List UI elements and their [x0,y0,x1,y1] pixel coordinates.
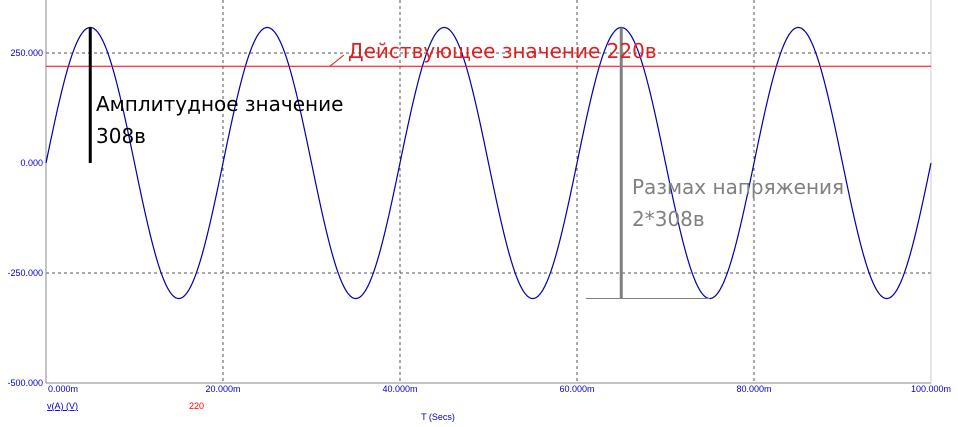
x-tick-label: 20.000m [205,384,240,394]
x-tick-labels: 0.000m 20.000m 40.000m 60.000m 80.000m 100.00… [48,384,951,394]
series-layer [45,26,932,300]
x-tick-label: 60.000m [559,384,594,394]
y-tick-label: 250.000 [10,48,43,58]
x-tick-label: 100.000m [911,384,951,394]
y-tick-label: -500.000 [7,378,43,388]
peak-to-peak-annotation-line2: 2*308в [632,207,705,231]
axes [45,0,932,384]
annotation-layer: Действующее значение 220в Амплитудное зн… [88,27,844,300]
amplitude-annotation-line2: 308в [96,124,146,148]
rms-annotation: Действующее значение 220в [348,39,657,63]
amplitude-annotation-line1: Амплитудное значение [96,92,343,116]
x-tick-label: 0.000m [48,384,78,394]
legend-series-220: 220 [189,401,204,411]
x-tick-label: 40.000m [382,384,417,394]
rms-pointer-line [329,54,345,67]
x-axis-label: T (Secs) [421,412,455,422]
y-tick-label: -250.000 [7,268,43,278]
y-tick-labels: 250.000 0.000 -250.000 -500.000 [7,48,43,388]
legend-series-va: v(A) (V) [47,401,78,411]
peak-to-peak-annotation-line1: Размах напряжения [632,175,844,199]
x-tick-label: 80.000m [736,384,771,394]
grid [46,0,931,383]
y-tick-label: 0.000 [20,158,43,168]
series-line-va [45,26,932,300]
